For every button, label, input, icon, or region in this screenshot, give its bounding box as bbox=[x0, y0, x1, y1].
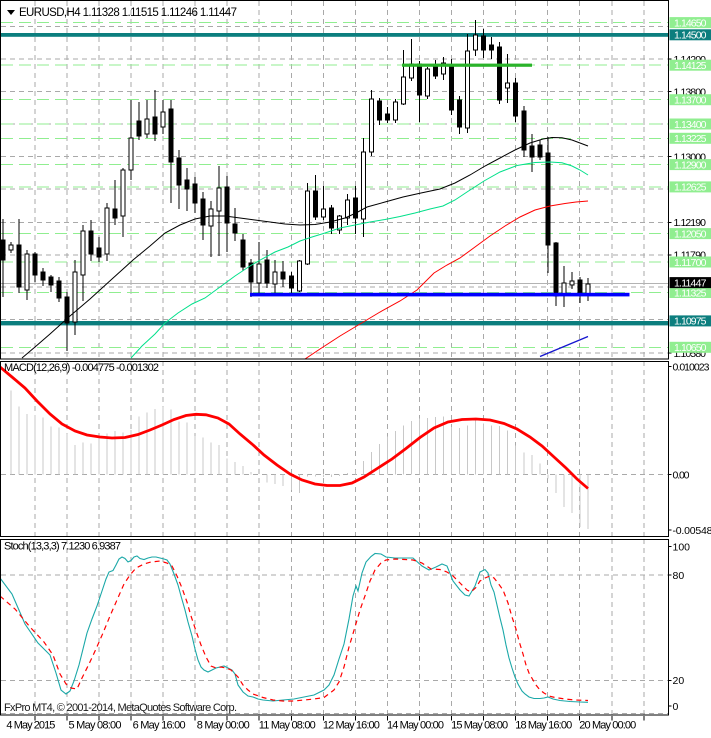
svg-text:5 May 08:00: 5 May 08:00 bbox=[69, 720, 122, 732]
svg-text:0.010023: 0.010023 bbox=[673, 362, 710, 374]
svg-text:1.14650: 1.14650 bbox=[674, 17, 707, 29]
svg-text:1.12900: 1.12900 bbox=[674, 159, 707, 171]
svg-text:Stoch(13,3,3) 7.1230 6.9387: Stoch(13,3,3) 7.1230 6.9387 bbox=[4, 541, 121, 553]
svg-text:20: 20 bbox=[673, 675, 685, 687]
svg-text:MACD(12,26,9) -0.004775 -0.001: MACD(12,26,9) -0.004775 -0.001302 bbox=[4, 362, 159, 374]
svg-text:1.13400: 1.13400 bbox=[674, 119, 707, 131]
svg-text:80: 80 bbox=[673, 570, 685, 582]
svg-text:1.13700: 1.13700 bbox=[674, 95, 707, 107]
svg-text:6 May 16:00: 6 May 16:00 bbox=[133, 720, 186, 732]
svg-text:FxPro MT4, © 2001-2014, MetaQu: FxPro MT4, © 2001-2014, MetaQuotes Softw… bbox=[4, 702, 237, 714]
svg-text:1.13225: 1.13225 bbox=[674, 133, 707, 145]
svg-text:1.11700: 1.11700 bbox=[674, 257, 707, 269]
svg-text:0: 0 bbox=[673, 701, 679, 713]
svg-text:18 May 16:00: 18 May 16:00 bbox=[515, 720, 572, 732]
svg-text:1.12190: 1.12190 bbox=[674, 217, 707, 229]
svg-text:11 May 08:00: 11 May 08:00 bbox=[259, 720, 316, 732]
svg-text:0.00: 0.00 bbox=[673, 469, 690, 481]
svg-text:15 May 08:00: 15 May 08:00 bbox=[451, 720, 508, 732]
svg-text:1.14125: 1.14125 bbox=[674, 60, 707, 72]
svg-text:1.12625: 1.12625 bbox=[674, 182, 707, 194]
svg-text:12 May 16:00: 12 May 16:00 bbox=[323, 720, 380, 732]
svg-text:EURUSD,H4 1.11328 1.11515 1.1: EURUSD,H4 1.11328 1.11515 1.11246 1.1144… bbox=[19, 7, 237, 19]
svg-text:1.12050: 1.12050 bbox=[674, 228, 707, 240]
svg-text:1.10650: 1.10650 bbox=[674, 342, 707, 354]
svg-text:4 May 2015: 4 May 2015 bbox=[6, 720, 55, 732]
svg-text:1.10975: 1.10975 bbox=[674, 316, 707, 328]
svg-text:14 May 00:00: 14 May 00:00 bbox=[387, 720, 444, 732]
svg-text:8 May 00:00: 8 May 00:00 bbox=[197, 720, 250, 732]
svg-text:20 May 00:00: 20 May 00:00 bbox=[579, 720, 636, 732]
svg-text:1.11447: 1.11447 bbox=[674, 277, 707, 289]
svg-text:1.14500: 1.14500 bbox=[674, 30, 707, 42]
svg-text:-0.00548: -0.00548 bbox=[673, 525, 711, 537]
svg-text:100: 100 bbox=[673, 541, 691, 553]
